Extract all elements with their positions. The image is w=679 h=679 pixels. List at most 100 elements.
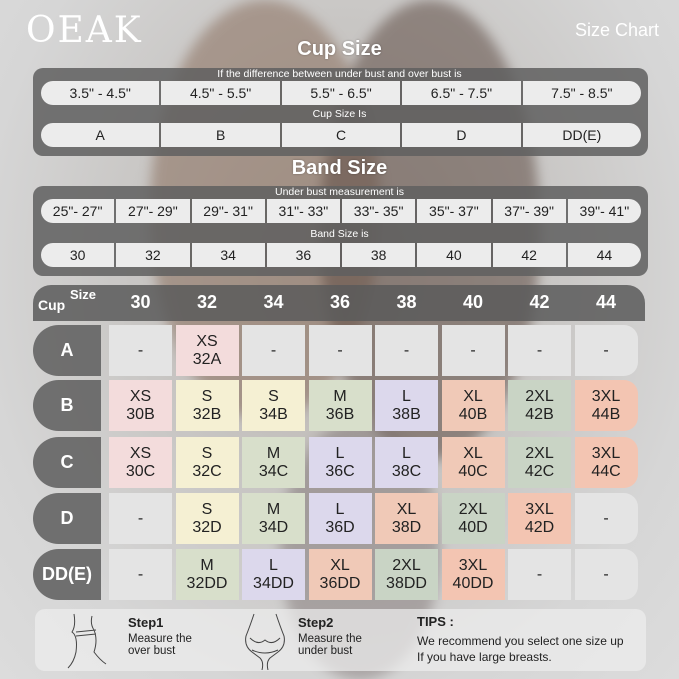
measurement-cell: 35"- 37" — [417, 199, 491, 223]
size-cell: - — [242, 325, 305, 376]
size-label: S — [201, 444, 213, 462]
cup-cell: DD(E) — [522, 123, 641, 147]
size-label: M — [266, 500, 281, 518]
measurement-cell: 39"- 41" — [567, 199, 641, 223]
over-bust-measure-icon — [67, 613, 107, 669]
bra-size-code: 40D — [458, 518, 488, 536]
size-cell: 3XL 44C — [574, 437, 638, 488]
size-cell: - — [574, 549, 638, 600]
size-label: - — [137, 509, 144, 527]
size-cell: M 36B — [308, 380, 372, 431]
size-cell: 2XL 40D — [441, 493, 505, 544]
size-label: XS — [196, 332, 218, 350]
tips-line2: If you have large breasts. — [417, 650, 552, 664]
bra-size-code: 36DD — [319, 574, 361, 592]
measure-label: Under bust measurement is — [275, 186, 404, 198]
bra-size-code: 32A — [192, 350, 222, 368]
corner-size-label: Size — [70, 287, 97, 302]
size-cell: - — [375, 325, 438, 376]
cup-label: Cup Size Is — [312, 108, 367, 120]
bra-size-code: 44C — [591, 462, 621, 480]
step1-line1: Measure the — [128, 633, 192, 645]
difference-label: If the difference between under bust and… — [217, 68, 462, 80]
size-label: M — [333, 387, 347, 405]
size-cell: L 38C — [375, 437, 438, 488]
size-label: 3XL — [525, 500, 554, 518]
band-cell: 38 — [342, 243, 416, 267]
size-cell: - — [508, 549, 571, 600]
size-label: XL — [463, 444, 483, 462]
cup-cell: D — [402, 123, 521, 147]
bra-size-code: 34C — [258, 462, 289, 480]
size-label: M — [200, 556, 214, 574]
size-cell: - — [508, 325, 571, 376]
size-label: - — [603, 341, 609, 359]
tips-line1: We recommend you select one size up — [417, 634, 624, 648]
measurement-cell: 31"- 33" — [266, 199, 340, 223]
bra-size-code: 32D — [192, 518, 222, 536]
size-label: S — [268, 387, 279, 405]
size-label: - — [270, 341, 277, 359]
cup-row-label: DD(E) — [33, 549, 101, 600]
bra-size-code: 34B — [259, 405, 288, 423]
band-header-34: 34 — [263, 292, 284, 312]
difference-row: 3.5" - 4.5" 4.5" - 5.5" 5.5" - 6.5" 6.5" - … — [41, 81, 641, 105]
bra-size-code: 42D — [524, 518, 555, 536]
size-cell: 2XL 42C — [508, 437, 571, 488]
bra-size-code: 32B — [192, 405, 222, 423]
size-label: L — [402, 387, 411, 405]
size-label: 2XL — [525, 387, 554, 405]
bra-size-code: 40DD — [452, 574, 494, 592]
size-cell: - — [109, 325, 172, 376]
step2-title: Step2 — [298, 615, 334, 630]
size-label: L — [335, 500, 345, 518]
size-label: 3XL — [591, 444, 621, 462]
cup-cell: C — [281, 123, 401, 147]
size-cell: 3XL 44B — [574, 380, 638, 431]
cup-row-label: A — [33, 325, 101, 376]
size-label: - — [137, 565, 144, 583]
under-bust-measure-icon — [245, 613, 285, 670]
bra-size-code: 40C — [458, 462, 488, 480]
step2-line2: under bust — [298, 645, 353, 657]
measurement-cell: 37"- 39" — [492, 199, 566, 223]
size-cell: L 34DD — [242, 549, 305, 600]
size-cell: 3XL 40DD — [441, 549, 505, 600]
size-cell: S 32B — [175, 380, 239, 431]
bra-size-code: 36B — [325, 405, 355, 423]
size-label: XL — [396, 500, 417, 518]
size-label: - — [536, 341, 543, 359]
size-cell: - — [308, 325, 372, 376]
corner-cup-label: Cup — [38, 297, 66, 313]
step1-title: Step1 — [128, 615, 164, 630]
bra-size-code: 38C — [391, 462, 422, 480]
size-cell: S 34B — [242, 380, 305, 431]
tips-title: TIPS : — [417, 614, 454, 629]
size-label: S — [201, 387, 213, 405]
size-label: 2XL — [458, 500, 488, 518]
size-label: - — [470, 341, 476, 359]
difference-cell: 7.5" - 8.5" — [522, 81, 641, 105]
cup-size-title: Cup Size — [297, 38, 382, 60]
size-label: - — [337, 341, 343, 359]
size-cell: XL 38D — [375, 493, 438, 544]
cup-cell: A — [41, 123, 160, 147]
band-cell: 42 — [492, 243, 566, 267]
band-cell: 32 — [116, 243, 190, 267]
size-cell: 2XL 42B — [508, 380, 571, 431]
size-cell: S 32C — [175, 437, 239, 488]
cup-row-label: C — [33, 437, 101, 488]
size-cell: - — [441, 325, 505, 376]
band-cell: 30 — [41, 243, 115, 267]
size-cell: 3XL 42D — [508, 493, 571, 544]
size-cell: L 36C — [308, 437, 372, 488]
measurement-row: 25"- 27" 27"- 29" 29"- 31" 31"- 33" 33"- 35"… — [41, 199, 641, 223]
size-label: XL — [463, 387, 483, 405]
bra-size-code: 34D — [258, 518, 289, 536]
band-cell: 40 — [417, 243, 491, 267]
measurement-cell: 29"- 31" — [191, 199, 265, 223]
size-label: XS — [129, 387, 152, 405]
bra-size-code: 30B — [126, 405, 155, 423]
header-title: Size Chart — [574, 20, 659, 40]
